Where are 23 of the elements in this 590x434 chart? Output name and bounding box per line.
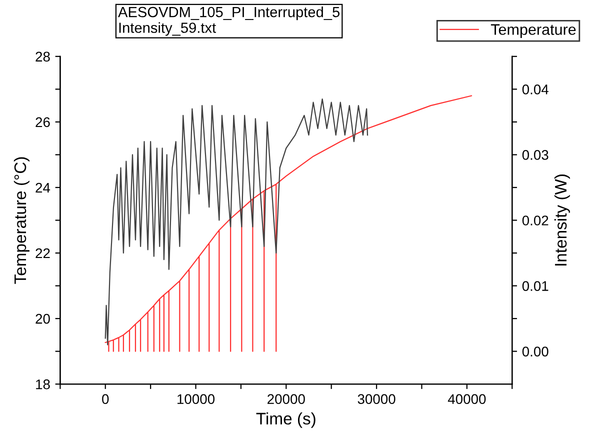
y-tick-label: 24 bbox=[36, 182, 50, 193]
y-tick-label: 20 bbox=[36, 314, 50, 324]
line-series bbox=[104, 98, 368, 346]
y2-axis-title: Intensity (W) bbox=[554, 174, 570, 266]
x-tick-label: 10000 bbox=[178, 394, 215, 404]
y-tick-label: 28 bbox=[36, 52, 50, 62]
y-tick-label: 18 bbox=[36, 379, 50, 390]
y2-tick-label: 0.00 bbox=[522, 346, 548, 356]
y-axis-title: Temperature (°C) bbox=[14, 157, 30, 284]
y-tick-label: 26 bbox=[36, 117, 50, 128]
x-tick-label: 30000 bbox=[358, 394, 396, 404]
x-tick-label: 40000 bbox=[448, 394, 486, 404]
chart-title: AESOVDM_105_PI_Interrupted_5 Intensity_59.txt bbox=[118, 6, 340, 36]
x-axis-title: Time (s) bbox=[256, 412, 316, 428]
legend-label: Temperature bbox=[490, 24, 576, 38]
x-tick-label: 0 bbox=[102, 394, 109, 404]
y2-tick-label: 0.03 bbox=[522, 150, 548, 160]
y-tick-label: 22 bbox=[36, 248, 50, 258]
x-tick-label: 20000 bbox=[268, 394, 305, 404]
y2-tick-label: 0.04 bbox=[522, 84, 548, 94]
y2-tick-label: 0.02 bbox=[522, 216, 548, 226]
y2-tick-label: 0.01 bbox=[522, 281, 548, 291]
line-series bbox=[104, 95, 472, 352]
